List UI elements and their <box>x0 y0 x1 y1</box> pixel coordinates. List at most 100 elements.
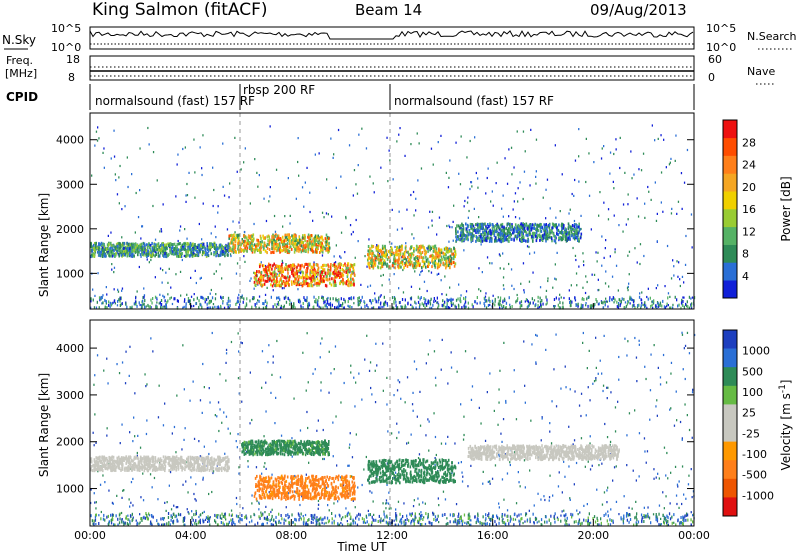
echo-band-2 <box>318 244 320 248</box>
ground-echo <box>109 305 111 309</box>
scatter-echo <box>665 166 667 169</box>
echo-band-5 <box>536 229 538 233</box>
echo-band-2 <box>257 238 260 242</box>
scatter-echo <box>270 391 272 394</box>
ground-echo <box>681 298 683 302</box>
echo-band-4 <box>425 265 427 269</box>
scatter-echo <box>236 262 239 265</box>
echo-band-2 <box>236 233 239 237</box>
scatter-echo <box>677 200 680 203</box>
scatter-echo <box>295 197 297 200</box>
echo-band-2 <box>285 234 288 238</box>
scatter-echo <box>226 228 229 231</box>
echo-band-4 <box>434 261 437 265</box>
ground-echo <box>690 304 692 308</box>
scatter-echo <box>385 499 388 502</box>
echo-band-1 <box>176 242 179 246</box>
scatter-echo <box>281 259 283 262</box>
ground-echo <box>464 306 466 310</box>
scatter-echo <box>396 228 399 231</box>
ground-echo <box>691 302 693 306</box>
scatter-echo <box>476 519 478 522</box>
scatter-echo <box>217 514 219 517</box>
ground-echo <box>272 305 274 309</box>
echo-band-1 <box>132 250 134 253</box>
echo-band-4 <box>384 262 386 266</box>
ground-echo <box>497 302 500 306</box>
echo-band-2 <box>248 236 251 240</box>
echo-band-1 <box>123 241 126 245</box>
echo-band-3 <box>335 266 337 270</box>
scatter-echo <box>371 491 373 494</box>
scatter-echo <box>601 264 603 267</box>
echo-band-4 <box>444 262 447 266</box>
echo-band-3 <box>352 277 354 281</box>
ground-echo <box>323 301 325 305</box>
echo-band-2 <box>229 234 232 238</box>
echo-band-3 <box>338 276 341 279</box>
echo-band-3 <box>297 278 300 282</box>
scatter-echo <box>150 258 152 262</box>
scatter-echo <box>202 134 204 137</box>
scatter-echo <box>93 306 96 309</box>
echo-band-5 <box>476 238 479 242</box>
scatter-echo <box>545 217 547 220</box>
scatter-echo <box>646 295 648 299</box>
scatter-echo <box>430 147 433 150</box>
ground-echo <box>586 297 588 301</box>
ground-echo <box>235 302 237 306</box>
power-y-axis-label: Slant Range [km] <box>37 193 51 297</box>
echo-band-5 <box>527 226 529 230</box>
scatter-echo <box>600 157 603 160</box>
ground-echo <box>424 306 426 310</box>
ground-echo <box>160 299 163 302</box>
ground-echo <box>617 306 620 310</box>
scatter-echo <box>280 306 282 309</box>
scatter-echo <box>466 522 468 525</box>
ground-echo <box>568 297 570 301</box>
echo-band-5 <box>556 226 558 230</box>
scatter-echo <box>669 306 671 309</box>
scatter-echo <box>170 286 172 289</box>
scatter-echo <box>609 255 611 258</box>
scatter-echo <box>603 145 605 148</box>
scatter-echo <box>282 225 284 228</box>
echo-band-2 <box>312 239 314 243</box>
ground-echo <box>344 299 346 303</box>
scatter-echo <box>654 139 656 142</box>
echo-band-3 <box>297 283 300 287</box>
echo-band-3 <box>351 283 353 287</box>
echo-band-2 <box>283 239 286 243</box>
scatter-echo <box>91 174 93 177</box>
echo-band-3 <box>273 280 276 283</box>
scatter-echo <box>353 302 355 305</box>
scatter-echo <box>351 456 354 459</box>
scatter-echo <box>580 214 582 217</box>
echo-band-5 <box>523 226 526 230</box>
ground-echo <box>421 302 423 306</box>
scatter-echo <box>590 228 592 231</box>
echo-band-2 <box>229 247 232 251</box>
ground-echo <box>494 303 496 307</box>
scatter-echo <box>655 287 657 290</box>
scatter-echo <box>491 477 494 480</box>
echo-band-2 <box>277 243 279 247</box>
scatter-echo <box>167 293 169 296</box>
ground-echo <box>459 297 461 300</box>
scatter-echo <box>218 429 220 433</box>
scatter-echo <box>281 287 283 290</box>
scatter-echo <box>130 306 132 309</box>
scatter-echo <box>245 523 248 526</box>
ground-echo <box>438 304 440 308</box>
echo-band-1 <box>115 251 117 255</box>
scatter-echo <box>113 129 115 132</box>
echo-band-1 <box>92 243 95 247</box>
echo-band-1 <box>176 248 179 252</box>
scatter-echo <box>389 159 391 162</box>
echo-band-5 <box>457 235 460 239</box>
echo-band-5 <box>544 236 546 240</box>
ground-echo <box>601 301 603 305</box>
echo-band-4 <box>368 261 370 265</box>
echo-band-3 <box>282 280 285 283</box>
echo-band-4 <box>448 249 451 253</box>
